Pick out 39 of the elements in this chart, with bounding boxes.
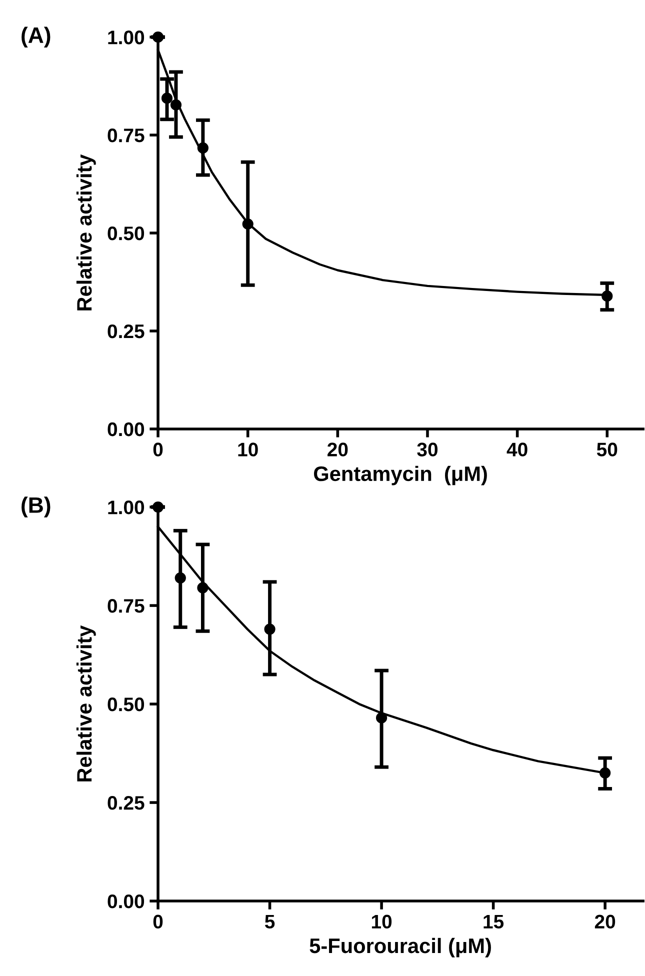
x-tick-label: 0 bbox=[153, 914, 163, 929]
point bbox=[376, 712, 388, 724]
point bbox=[170, 99, 182, 110]
x-tick-label: 10 bbox=[238, 442, 258, 456]
y-axis-title: Relative activity bbox=[76, 625, 96, 782]
point bbox=[197, 582, 208, 594]
x-axis-title: Gentamycin (μM) bbox=[314, 466, 487, 486]
x-axis-title: 5-Fuorouracil (μM) bbox=[310, 938, 491, 958]
point bbox=[242, 218, 254, 230]
x-tick-label: 15 bbox=[484, 914, 504, 929]
point bbox=[152, 501, 164, 513]
point bbox=[602, 290, 613, 302]
y-tick-label: 1.00 bbox=[108, 30, 144, 44]
point bbox=[264, 624, 276, 635]
y-tick-label: 1.00 bbox=[108, 500, 144, 514]
y-tick-label: 0.00 bbox=[108, 422, 144, 436]
x-tick-label: 10 bbox=[372, 914, 392, 929]
x-tick-label: 20 bbox=[594, 914, 616, 929]
y-tick-label: 0.25 bbox=[108, 324, 144, 338]
y-tick-label: 0.00 bbox=[108, 894, 144, 908]
y-axis-title: Relative activity bbox=[76, 154, 96, 310]
x-tick-label: 30 bbox=[417, 442, 438, 456]
y-tick-label: 0.75 bbox=[108, 128, 144, 142]
x-tick-label: 5 bbox=[264, 914, 275, 929]
point bbox=[152, 32, 164, 43]
point bbox=[161, 92, 173, 104]
y-tick-label: 0.25 bbox=[108, 796, 144, 810]
point bbox=[600, 767, 611, 779]
x-tick-label: 40 bbox=[506, 442, 528, 456]
text: (A) bbox=[22, 26, 50, 48]
y-tick-label: 0.75 bbox=[108, 599, 144, 613]
text: (B) bbox=[22, 496, 50, 518]
point bbox=[174, 572, 186, 584]
x-tick-label: 0 bbox=[153, 442, 163, 456]
x-tick-label: 20 bbox=[328, 442, 348, 456]
y-tick-label: 0.50 bbox=[108, 226, 144, 240]
x-tick-label: 50 bbox=[596, 442, 618, 456]
point bbox=[197, 142, 208, 154]
y-tick-label: 0.50 bbox=[108, 698, 144, 712]
